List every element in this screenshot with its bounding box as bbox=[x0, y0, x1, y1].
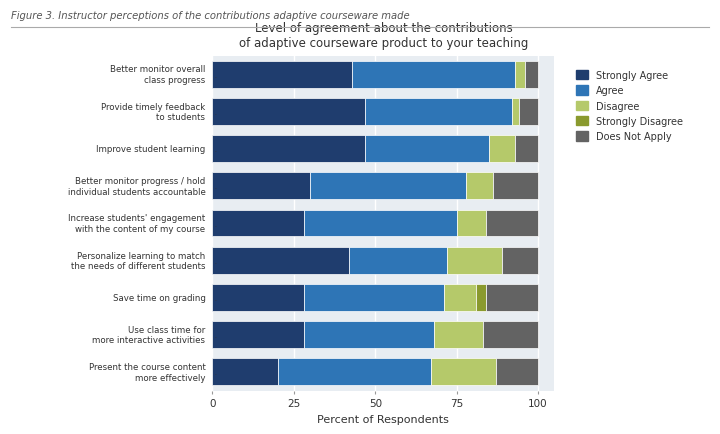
Text: .: . bbox=[212, 330, 217, 339]
Bar bbox=[212, 136, 366, 163]
Bar bbox=[212, 247, 349, 274]
Bar bbox=[503, 247, 538, 274]
Bar bbox=[525, 62, 538, 89]
Bar bbox=[212, 210, 304, 237]
Legend: Strongly Agree, Agree, Disagree, Strongly Disagree, Does Not Apply: Strongly Agree, Agree, Disagree, Strongl… bbox=[573, 68, 686, 145]
Bar bbox=[431, 358, 496, 385]
Bar bbox=[490, 136, 516, 163]
Bar bbox=[366, 136, 490, 163]
Title: Level of agreement about the contributions
of adaptive courseware product to you: Level of agreement about the contributio… bbox=[239, 22, 528, 50]
Bar bbox=[512, 99, 518, 125]
Bar bbox=[212, 99, 366, 125]
Bar bbox=[447, 247, 503, 274]
Text: Figure 3. Instructor perceptions of the contributions adaptive courseware made: Figure 3. Instructor perceptions of the … bbox=[11, 11, 410, 21]
Bar bbox=[492, 173, 538, 200]
Bar bbox=[456, 210, 486, 237]
Bar bbox=[486, 284, 538, 311]
Bar bbox=[516, 62, 525, 89]
Text: .: . bbox=[212, 219, 217, 228]
Bar bbox=[482, 322, 538, 348]
Bar bbox=[212, 62, 353, 89]
Bar bbox=[476, 284, 486, 311]
Bar bbox=[304, 284, 444, 311]
Text: .: . bbox=[212, 108, 217, 117]
Text: .: . bbox=[212, 70, 217, 79]
X-axis label: Percent of Respondents: Percent of Respondents bbox=[318, 414, 449, 424]
Bar bbox=[304, 322, 434, 348]
Bar bbox=[516, 136, 538, 163]
Bar bbox=[277, 358, 431, 385]
Text: .: . bbox=[212, 182, 217, 191]
Bar bbox=[496, 358, 538, 385]
Bar bbox=[349, 247, 447, 274]
Bar bbox=[212, 173, 310, 200]
Text: .: . bbox=[212, 145, 217, 154]
Bar bbox=[212, 358, 277, 385]
Bar bbox=[353, 62, 516, 89]
Bar bbox=[304, 210, 456, 237]
Bar bbox=[212, 284, 304, 311]
Bar bbox=[212, 322, 304, 348]
Text: .: . bbox=[212, 256, 217, 265]
Bar bbox=[310, 173, 467, 200]
Bar bbox=[486, 210, 538, 237]
Text: .: . bbox=[212, 368, 217, 377]
Bar bbox=[518, 99, 538, 125]
Text: .: . bbox=[212, 293, 217, 302]
Bar bbox=[434, 322, 482, 348]
Bar bbox=[467, 173, 492, 200]
Bar bbox=[366, 99, 512, 125]
Bar bbox=[444, 284, 476, 311]
